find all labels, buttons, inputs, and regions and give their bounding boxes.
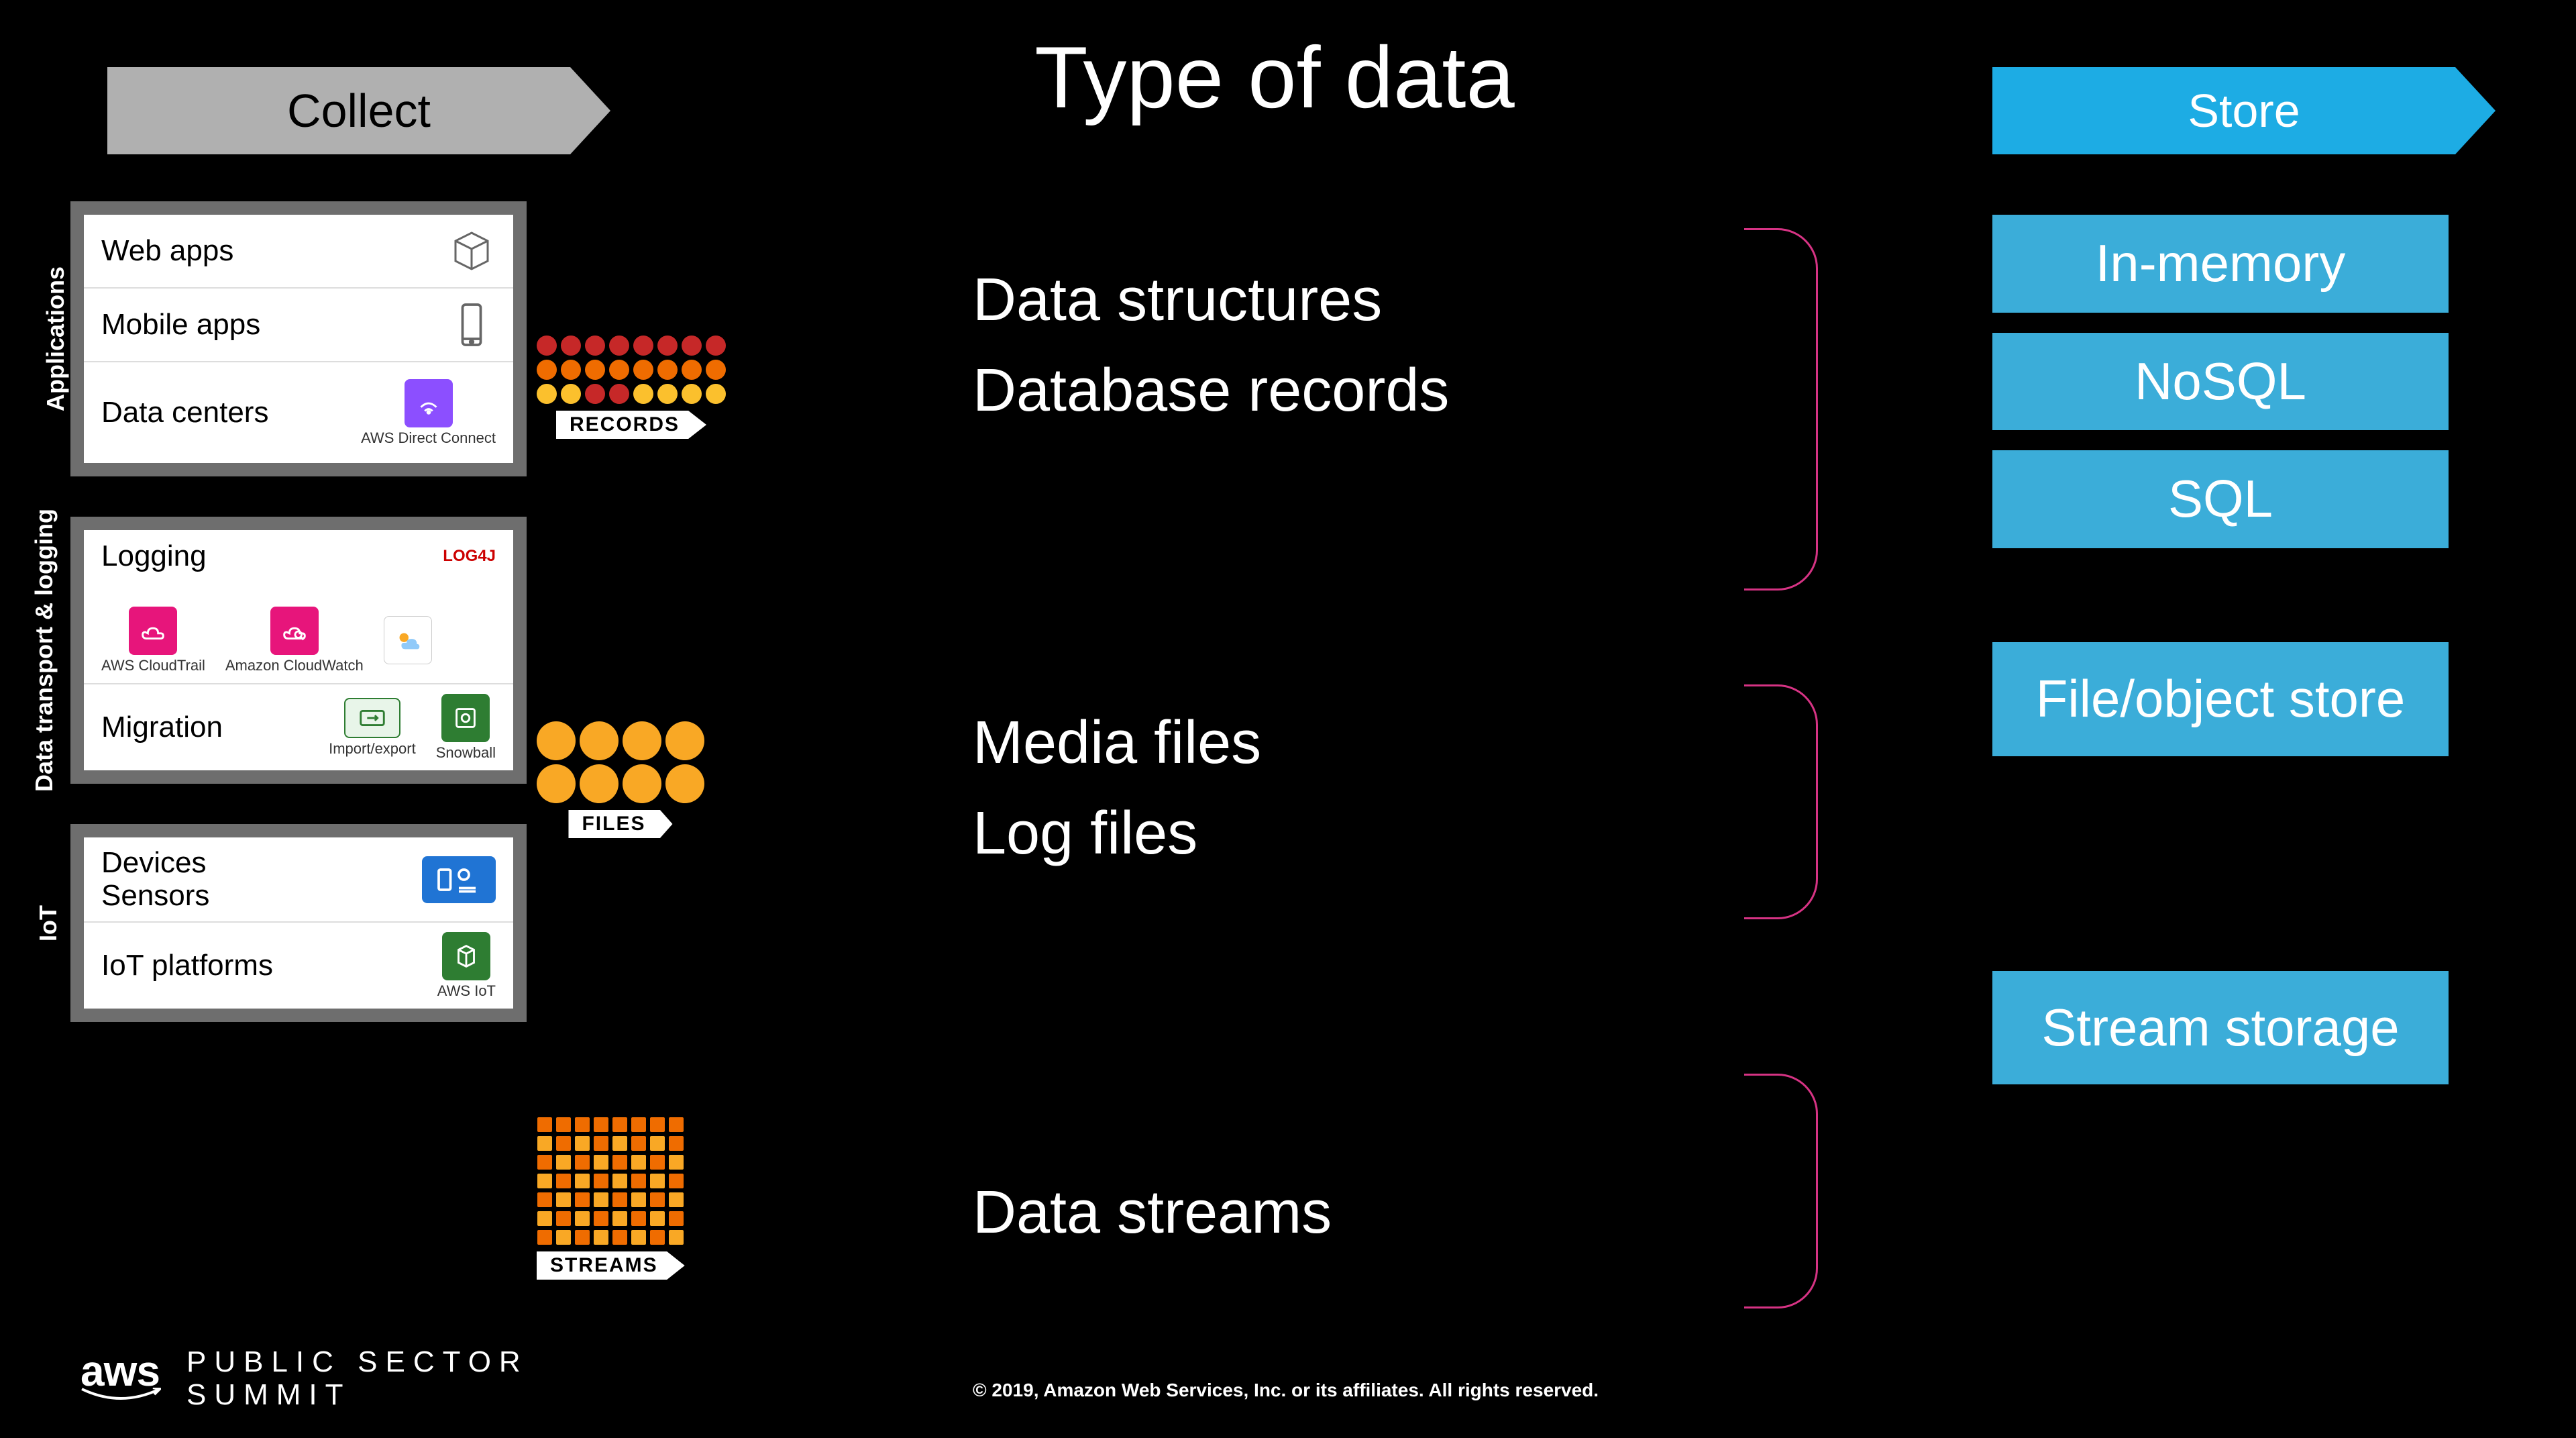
type-line: Data streams — [973, 1168, 1744, 1258]
type-line: Database records — [973, 346, 1744, 436]
row-logging: Logging LOG4J AWS CloudTrail Amazon Clou… — [84, 530, 513, 684]
group-label-applications: Applications — [42, 266, 70, 411]
files-arrow: FILES — [568, 810, 672, 838]
group-iot: IoT DevicesSensors IoT platforms AWS IoT — [70, 824, 527, 1022]
weather-icon — [384, 616, 432, 664]
type-hot: Data structures Database records — [973, 255, 1744, 436]
group-applications: Applications Web apps Mobile apps D — [70, 201, 527, 476]
cloudwatch-icon: Amazon CloudWatch — [225, 607, 364, 674]
row-label: Migration — [101, 711, 223, 744]
group-label-iot: IoT — [34, 905, 62, 941]
snowball-icon: Snowball — [436, 694, 496, 761]
row-devices-sensors: DevicesSensors — [84, 837, 513, 923]
store-stream-storage: Stream storage — [1992, 971, 2449, 1085]
type-line: Log files — [973, 788, 1744, 879]
icon-caption: Amazon CloudWatch — [225, 658, 364, 674]
direct-connect-icon: AWS Direct Connect — [361, 379, 496, 446]
footer: aws PUBLIC SECTOR SUMMIT — [80, 1346, 529, 1411]
collect-banner: Collect — [107, 67, 610, 154]
group-label-transport: Data transport & logging — [30, 509, 58, 792]
collect-column: Applications Web apps Mobile apps D — [70, 201, 527, 1022]
row-label: DevicesSensors — [101, 847, 209, 912]
page-title: Type of data — [805, 27, 1744, 127]
type-warm: Media files Log files — [973, 698, 1744, 879]
icon-caption: AWS CloudTrail — [101, 658, 205, 674]
group-transport-logging: Data transport & logging Logging LOG4J A… — [70, 517, 527, 784]
summit-text: PUBLIC SECTOR SUMMIT — [186, 1346, 529, 1411]
row-mobile-apps: Mobile apps — [84, 289, 513, 362]
store-sql: SQL — [1992, 450, 2449, 548]
import-export-icon: Import/export — [329, 698, 416, 757]
store-nosql: NoSQL — [1992, 333, 2449, 431]
row-label: Data centers — [101, 396, 268, 429]
row-label: Mobile apps — [101, 308, 260, 342]
brace-cold — [1744, 1074, 1818, 1308]
aws-logo: aws — [80, 1346, 160, 1396]
records-cluster: RECORDS — [537, 336, 726, 439]
aws-smile-icon — [80, 1388, 161, 1402]
icon-caption: Import/export — [329, 741, 416, 757]
records-arrow: RECORDS — [556, 411, 706, 439]
row-label: Logging — [101, 540, 207, 573]
row-label: Web apps — [101, 234, 233, 268]
row-web-apps: Web apps — [84, 215, 513, 289]
type-line: Media files — [973, 698, 1744, 788]
row-data-centers: Data centers AWS Direct Connect — [84, 362, 513, 463]
streams-arrow: STREAMS — [537, 1251, 685, 1280]
aws-iot-icon: AWS IoT — [437, 932, 496, 999]
type-line: Data structures — [973, 255, 1744, 346]
streams-cluster: STREAMS — [537, 1117, 685, 1280]
store-file-object: File/object store — [1992, 642, 2449, 756]
icon-caption: Snowball — [436, 745, 496, 761]
sensors-icon — [422, 856, 496, 903]
icon-caption: AWS Direct Connect — [361, 430, 496, 446]
store-in-memory: In-memory — [1992, 215, 2449, 313]
cloudtrail-icon: AWS CloudTrail — [101, 607, 205, 674]
brace-warm — [1744, 684, 1818, 919]
row-migration: Migration Import/export Snowball — [84, 684, 513, 770]
store-banner: Store — [1992, 67, 2496, 154]
brace-hot — [1744, 228, 1818, 590]
cube-icon — [447, 227, 496, 275]
row-label: IoT platforms — [101, 949, 273, 982]
store-column: In-memory NoSQL SQL File/object store St… — [1992, 215, 2449, 1084]
phone-icon — [447, 301, 496, 349]
icon-caption: AWS IoT — [437, 983, 496, 999]
files-cluster: FILES — [537, 721, 704, 838]
type-cold: Data streams — [973, 1168, 1744, 1258]
log4j-icon: LOG4J — [443, 547, 496, 566]
copyright: © 2019, Amazon Web Services, Inc. or its… — [973, 1380, 1599, 1401]
row-iot-platforms: IoT platforms AWS IoT — [84, 923, 513, 1009]
